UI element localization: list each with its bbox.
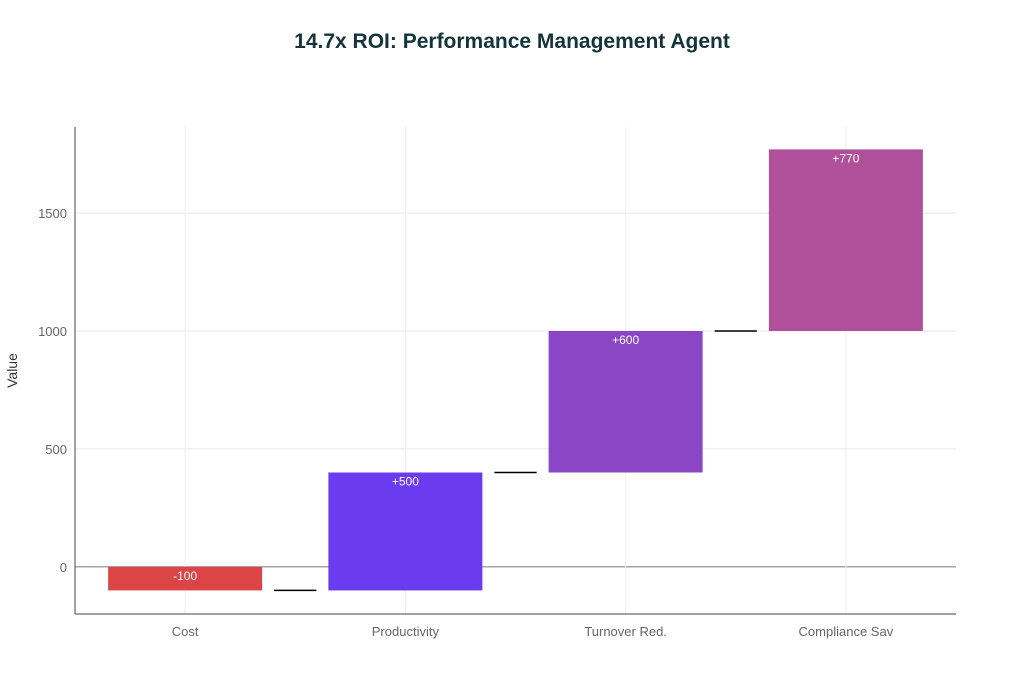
data-label: -100 [173, 569, 197, 583]
x-tick-label: Turnover Red. [584, 624, 667, 639]
y-axis-title: Value [4, 353, 20, 388]
bar-cost [108, 566, 263, 591]
x-tick-label: Cost [172, 624, 199, 639]
data-label: +770 [832, 151, 859, 165]
y-tick-label: 0 [60, 560, 67, 575]
x-tick-label: Compliance Sav [799, 624, 894, 639]
bar-productivity [328, 472, 483, 591]
bar-turnover-red- [548, 330, 703, 473]
data-label: +600 [612, 333, 639, 347]
y-tick-label: 1500 [38, 206, 67, 221]
data-label: +500 [392, 474, 419, 488]
chart-title: 14.7x ROI: Performance Management Agent [294, 30, 730, 53]
x-tick-label: Productivity [372, 624, 440, 639]
y-tick-label: 500 [45, 442, 67, 457]
y-tick-label: 1000 [38, 324, 67, 339]
bar-compliance-sav [768, 149, 923, 331]
